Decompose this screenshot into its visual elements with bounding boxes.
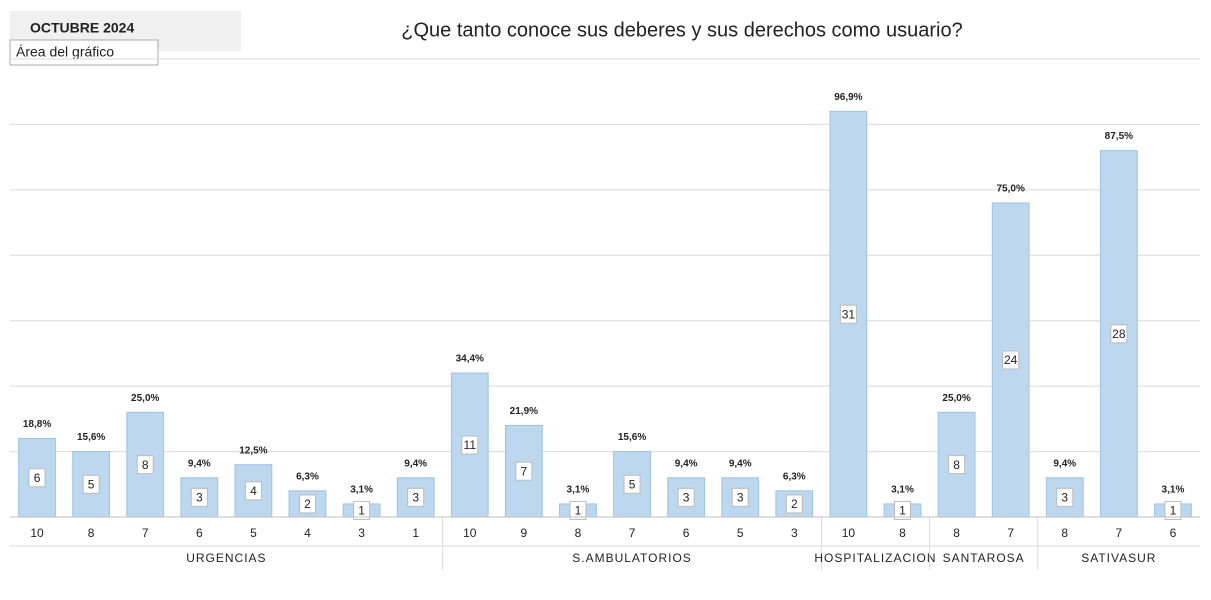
percent-label: 25,0% bbox=[131, 393, 159, 404]
count-label: 3 bbox=[412, 491, 419, 505]
percent-label: 18,8% bbox=[23, 419, 51, 430]
count-label: 6 bbox=[34, 471, 41, 485]
count-label: 7 bbox=[521, 464, 528, 478]
count-box bbox=[1164, 500, 1182, 520]
count-label: 3 bbox=[737, 491, 744, 505]
count-box bbox=[623, 474, 641, 494]
percent-label: 3,1% bbox=[891, 485, 914, 496]
percent-label: 6,3% bbox=[296, 471, 319, 482]
x-tick-label: 7 bbox=[629, 526, 636, 540]
x-tick-label: 8 bbox=[88, 526, 95, 540]
group-label: S.AMBULATORIOS bbox=[572, 551, 692, 565]
x-tick-label: 8 bbox=[899, 526, 906, 540]
count-box bbox=[677, 487, 695, 507]
count-label: 1 bbox=[575, 504, 582, 518]
count-label: 28 bbox=[1112, 327, 1126, 341]
x-tick-label: 7 bbox=[1116, 526, 1123, 540]
group-label: SATIVASUR bbox=[1081, 551, 1156, 565]
percent-label: 9,4% bbox=[188, 458, 211, 469]
x-tick-label: 3 bbox=[358, 526, 365, 540]
count-box bbox=[190, 487, 208, 507]
x-tick-label: 7 bbox=[142, 526, 149, 540]
count-box bbox=[1110, 324, 1128, 344]
count-box bbox=[407, 487, 425, 507]
group-label: URGENCIAS bbox=[186, 551, 266, 565]
count-box bbox=[1056, 487, 1074, 507]
percent-label: 9,4% bbox=[404, 458, 427, 469]
period: OCTUBRE 2024 bbox=[30, 20, 134, 36]
count-label: 3 bbox=[683, 491, 690, 505]
count-box bbox=[1002, 350, 1020, 370]
group-label: HOSPITALIZACION bbox=[814, 551, 936, 565]
count-box bbox=[136, 455, 154, 475]
count-label: 24 bbox=[1004, 353, 1018, 367]
count-label: 8 bbox=[142, 458, 149, 472]
count-box bbox=[299, 494, 316, 514]
percent-label: 9,4% bbox=[729, 458, 752, 469]
x-tick-label: 8 bbox=[575, 526, 582, 540]
tooltip: Área del gráfico bbox=[16, 44, 114, 60]
count-box bbox=[28, 468, 46, 488]
count-box bbox=[731, 487, 749, 507]
count-label: 1 bbox=[358, 504, 365, 518]
count-box bbox=[82, 474, 100, 494]
count-box bbox=[839, 304, 857, 324]
percent-label: 3,1% bbox=[350, 485, 373, 496]
count-box bbox=[948, 455, 966, 475]
percent-label: 6,3% bbox=[783, 471, 806, 482]
chart-title: ¿Que tanto conoce sus deberes y sus dere… bbox=[401, 19, 962, 41]
x-tick-label: 9 bbox=[521, 526, 528, 540]
count-box bbox=[894, 500, 911, 520]
x-tick-label: 6 bbox=[683, 526, 690, 540]
percent-label: 3,1% bbox=[1162, 485, 1185, 496]
count-label: 4 bbox=[250, 484, 257, 498]
count-label: 8 bbox=[953, 458, 960, 472]
count-label: 31 bbox=[842, 307, 856, 321]
percent-label: 21,9% bbox=[510, 406, 538, 417]
count-label: 3 bbox=[1061, 491, 1068, 505]
percent-label: 15,6% bbox=[77, 432, 105, 443]
x-tick-label: 10 bbox=[463, 526, 477, 540]
count-box bbox=[244, 481, 262, 501]
percent-label: 75,0% bbox=[997, 184, 1025, 195]
count-box bbox=[569, 500, 587, 520]
percent-label: 9,4% bbox=[675, 458, 698, 469]
tooltip-box bbox=[9, 39, 159, 66]
x-tick-label: 8 bbox=[1061, 526, 1068, 540]
x-tick-label: 10 bbox=[842, 526, 856, 540]
count-box bbox=[515, 461, 533, 481]
percent-label: 15,6% bbox=[618, 432, 646, 443]
x-tick-label: 5 bbox=[737, 526, 744, 540]
percent-label: 34,4% bbox=[456, 354, 484, 365]
count-box bbox=[461, 435, 479, 455]
x-tick-label: 3 bbox=[791, 526, 798, 540]
count-label: 5 bbox=[629, 477, 636, 491]
count-label: 11 bbox=[464, 438, 477, 452]
count-label: 1 bbox=[899, 504, 906, 518]
percent-label: 96,9% bbox=[834, 92, 862, 103]
x-tick-label: 1 bbox=[412, 526, 419, 540]
x-tick-label: 6 bbox=[1170, 526, 1177, 540]
x-tick-label: 10 bbox=[30, 526, 44, 540]
percent-label: 87,5% bbox=[1105, 131, 1133, 142]
x-tick-label: 4 bbox=[304, 526, 311, 540]
x-tick-label: 8 bbox=[953, 526, 960, 540]
percent-label: 25,0% bbox=[942, 393, 970, 404]
count-label: 2 bbox=[304, 497, 311, 511]
count-label: 5 bbox=[88, 477, 95, 491]
percent-label: 12,5% bbox=[239, 445, 267, 456]
percent-label: 9,4% bbox=[1053, 458, 1076, 469]
count-label: 1 bbox=[1170, 504, 1177, 518]
percent-label: 3,1% bbox=[567, 485, 590, 496]
group-label: SANTAROSA bbox=[943, 551, 1025, 565]
count-label: 2 bbox=[791, 497, 798, 511]
x-tick-label: 6 bbox=[196, 526, 203, 540]
count-label: 3 bbox=[196, 491, 203, 505]
count-box bbox=[785, 494, 803, 514]
x-tick-label: 7 bbox=[1007, 526, 1014, 540]
bar bbox=[1099, 150, 1138, 518]
count-box bbox=[353, 500, 371, 520]
x-tick-label: 5 bbox=[250, 526, 257, 540]
